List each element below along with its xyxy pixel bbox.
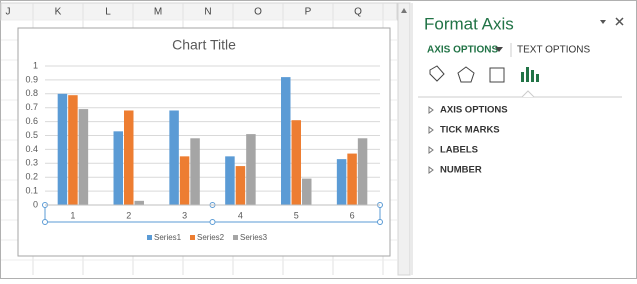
x-tick-label: 2 <box>126 210 131 220</box>
icon-bar <box>531 70 534 82</box>
x-tick-label: 5 <box>294 210 299 220</box>
x-tick-label: 3 <box>182 210 187 220</box>
legend-label: Series3 <box>240 233 268 242</box>
bar <box>235 166 246 205</box>
column-header: J <box>6 7 11 18</box>
bar <box>179 156 190 205</box>
icon-bar <box>536 74 539 82</box>
legend-swatch <box>147 235 152 240</box>
x-tick-label: 4 <box>238 210 243 220</box>
column-header: M <box>154 7 162 18</box>
expand-arrow <box>428 166 434 174</box>
bar <box>225 156 235 205</box>
y-tick-label: 0.5 <box>25 130 38 140</box>
y-tick-label: 0.6 <box>25 116 38 126</box>
bar <box>113 131 124 205</box>
section-header[interactable]: NUMBER <box>440 165 482 176</box>
chart: Chart Title 0 0.1 0.2 0.3 0.4 0.5 0.6 0.7 0.8 0.9 1… <box>25 37 383 242</box>
expand-arrow <box>428 146 434 154</box>
y-tick-label: 0 <box>33 199 38 209</box>
column-header: K <box>55 7 62 18</box>
bar <box>78 109 89 205</box>
legend-swatch <box>190 235 195 240</box>
column-header: Q <box>354 7 362 18</box>
y-tick-label: 0.1 <box>25 185 38 195</box>
tab-axis-options[interactable]: AXIS OPTIONS <box>427 45 498 56</box>
legend-swatch <box>233 235 238 240</box>
bar <box>347 153 357 205</box>
column-header: O <box>254 7 262 18</box>
y-tick-label: 0.7 <box>25 102 38 112</box>
section-header[interactable]: LABELS <box>440 145 478 156</box>
bar <box>291 120 301 205</box>
chart-title: Chart Title <box>172 37 236 53</box>
y-tick-label: 1 <box>33 60 38 70</box>
size-icon[interactable] <box>489 67 505 83</box>
bar <box>357 138 368 205</box>
selection-handle <box>42 219 48 225</box>
bar <box>336 159 347 205</box>
icon-bar <box>526 67 529 82</box>
section-header[interactable]: TICK MARKS <box>440 125 500 136</box>
selection-handle <box>377 219 383 225</box>
pane-options[interactable] <box>600 20 606 24</box>
expand-arrow <box>428 126 434 134</box>
column-header: P <box>305 7 312 18</box>
y-tick-label: 0.8 <box>25 88 38 98</box>
bar <box>301 178 312 205</box>
y-tick-label: 0.3 <box>25 158 38 168</box>
x-tick-label: 6 <box>350 210 355 220</box>
y-tick-label: 0.9 <box>25 74 38 84</box>
bar <box>124 110 134 205</box>
y-tick-label: 0.2 <box>25 172 38 182</box>
pane-title: Format Axis <box>424 14 514 33</box>
expand-arrow <box>428 106 434 114</box>
bar <box>68 95 78 205</box>
scroll-up[interactable] <box>401 8 407 13</box>
selected-pointer <box>521 90 535 98</box>
effects-icon[interactable] <box>457 66 475 83</box>
legend-label: Series1 <box>154 233 182 242</box>
format-pane: Format Axis AXIS OPTIONS TEXT OPTIONS AX… <box>411 3 624 275</box>
scrollbar[interactable] <box>397 2 411 276</box>
y-tick-label: 0.4 <box>25 144 38 154</box>
pane-close[interactable] <box>615 17 624 26</box>
fill-line-icon[interactable] <box>429 65 445 82</box>
axis-options-icon[interactable] <box>521 67 539 82</box>
bar <box>134 200 144 205</box>
bar <box>169 110 179 205</box>
icon-bar <box>521 72 524 82</box>
bar <box>281 77 291 205</box>
x-tick-label: 1 <box>70 210 75 220</box>
legend-label: Series2 <box>197 233 225 242</box>
bar <box>190 138 200 205</box>
column-header: L <box>105 7 111 18</box>
section-header[interactable]: AXIS OPTIONS <box>440 105 508 116</box>
selection-handle <box>209 219 216 225</box>
tab-dropdown[interactable] <box>495 47 503 52</box>
tab-text-options[interactable]: TEXT OPTIONS <box>517 45 590 56</box>
bar <box>246 134 256 205</box>
bar <box>57 93 68 205</box>
column-header: N <box>204 7 211 18</box>
